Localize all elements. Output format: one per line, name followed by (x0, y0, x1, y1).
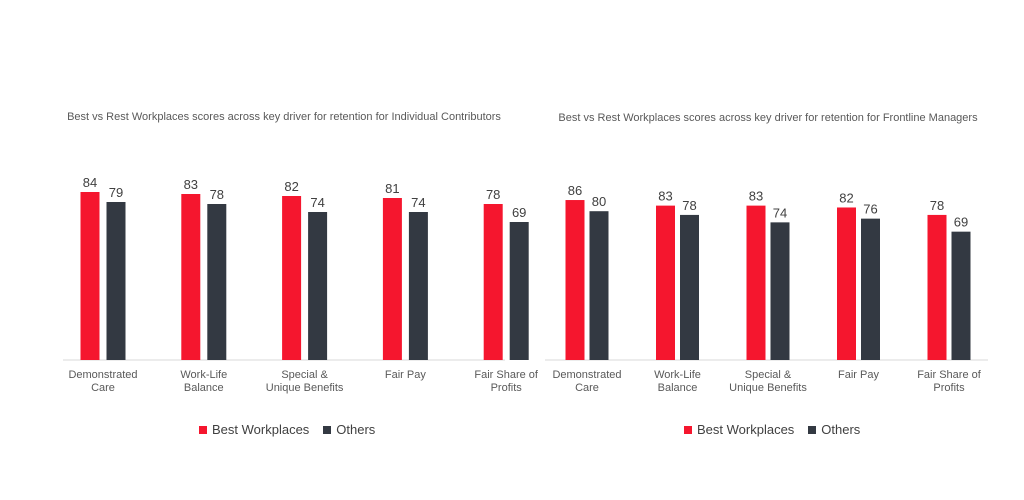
legend-label-others: Others (821, 422, 861, 437)
data-label: 76 (863, 202, 877, 217)
data-label: 81 (385, 181, 399, 196)
x-tick-label-line: Demonstrated (552, 369, 621, 381)
x-tick-label: Fair Pay (385, 369, 426, 381)
data-label: 74 (411, 195, 425, 210)
x-tick-label-line: Balance (184, 382, 224, 394)
data-label: 78 (930, 198, 944, 213)
x-tick-label-line: Care (575, 382, 599, 394)
x-tick-label-line: Work-Life (180, 369, 227, 381)
bar-others (770, 222, 790, 360)
legend-swatch-best (199, 425, 207, 434)
data-label: 78 (210, 187, 224, 202)
x-tick-label-line: Balance (658, 382, 698, 394)
legend-frontline-managers: Best Workplaces Others (684, 422, 874, 437)
legend-swatch-others (808, 425, 817, 434)
legend-swatch-best (684, 425, 692, 434)
data-label: 74 (310, 195, 324, 210)
bar-others (106, 202, 126, 360)
bar-best (181, 194, 201, 360)
bar-others (589, 211, 609, 360)
x-tick-label-line: Demonstrated (68, 369, 137, 381)
bar-best (927, 214, 947, 360)
x-tick-label-line: Fair Share of (474, 369, 539, 381)
x-tick-label-line: Work-Life (654, 369, 701, 381)
data-label: 82 (284, 179, 298, 194)
x-tick-label-line: Profits (933, 382, 965, 394)
x-tick-label: Work-Life Balance (654, 369, 701, 394)
x-tick-label-line: Fair Pay (838, 369, 879, 381)
chart-title-text: Best vs Rest Workplaces scores across ke… (558, 112, 978, 124)
data-label: 79 (109, 185, 123, 200)
bar-others (680, 214, 699, 360)
bar-best (565, 200, 585, 360)
chart-title-individual-contributors: Best vs Rest Workplaces scores across ke… (64, 110, 504, 125)
x-tick-label-line: Profits (491, 382, 523, 394)
x-tick-label-line: Unique Benefits (729, 382, 807, 394)
data-label: 69 (954, 215, 968, 230)
chart-title-frontline-managers: Best vs Rest Workplaces scores across ke… (548, 111, 988, 126)
bar-best (483, 204, 503, 360)
data-label: 69 (512, 205, 526, 220)
legend-item-others: Others (808, 422, 860, 437)
legend-label-best: Best Workplaces (697, 422, 795, 437)
chart-0: 84 79 Demonstrated Care 83 78 Work-Life Balance… (63, 175, 539, 394)
data-label: 74 (773, 205, 787, 220)
legend-item-best: Best Workplaces (684, 422, 794, 437)
x-tick-label-line: Fair Pay (385, 369, 426, 381)
bar-others (509, 222, 529, 360)
bar-best (837, 207, 856, 360)
x-tick-label-line: Fair Share of (917, 369, 982, 381)
data-label: 83 (658, 189, 672, 204)
x-tick-label: Demonstrated Care (552, 369, 621, 394)
x-tick-label: Special & Unique Benefits (729, 369, 807, 394)
data-label: 78 (682, 198, 696, 213)
legend-individual-contributors: Best Workplaces Others (199, 422, 389, 437)
data-label: 84 (83, 175, 97, 190)
x-tick-label-line: Special & (281, 369, 328, 381)
legend-label-others: Others (336, 422, 376, 437)
x-tick-label-line: Unique Benefits (266, 382, 344, 394)
legend-item-others: Others (323, 422, 375, 437)
x-tick-label-line: Care (91, 382, 115, 394)
legend-item-best: Best Workplaces (199, 422, 309, 437)
bar-others (951, 231, 971, 360)
bar-best (382, 198, 402, 360)
bar-others (308, 212, 328, 360)
data-label: 83 (184, 177, 198, 192)
data-label: 80 (592, 194, 606, 209)
x-tick-label: Work-Life Balance (180, 369, 227, 394)
data-label: 83 (749, 189, 763, 204)
data-label: 78 (486, 187, 500, 202)
bar-others (408, 212, 428, 360)
data-label: 86 (568, 183, 582, 198)
chart-title-text: Best vs Rest Workplaces scores across ke… (67, 111, 501, 123)
bar-best (80, 192, 100, 360)
x-tick-label: Fair Pay (838, 369, 879, 381)
x-tick-label-line: Special & (745, 369, 792, 381)
bar-others (207, 204, 227, 360)
x-tick-label: Fair Share of Profits (917, 369, 982, 394)
legend-label-best: Best Workplaces (212, 422, 310, 437)
bar-best (282, 196, 302, 360)
bar-others (861, 218, 880, 360)
x-tick-label: Special & Unique Benefits (266, 369, 344, 394)
legend-swatch-others (323, 425, 332, 434)
x-tick-label: Demonstrated Care (68, 369, 137, 394)
bar-best (656, 205, 675, 360)
data-label: 82 (839, 190, 853, 205)
x-tick-label: Fair Share of Profits (474, 369, 539, 394)
bar-best (746, 205, 766, 360)
chart-1: 86 80 Demonstrated Care 83 78 Work-Life Balance… (545, 183, 988, 394)
